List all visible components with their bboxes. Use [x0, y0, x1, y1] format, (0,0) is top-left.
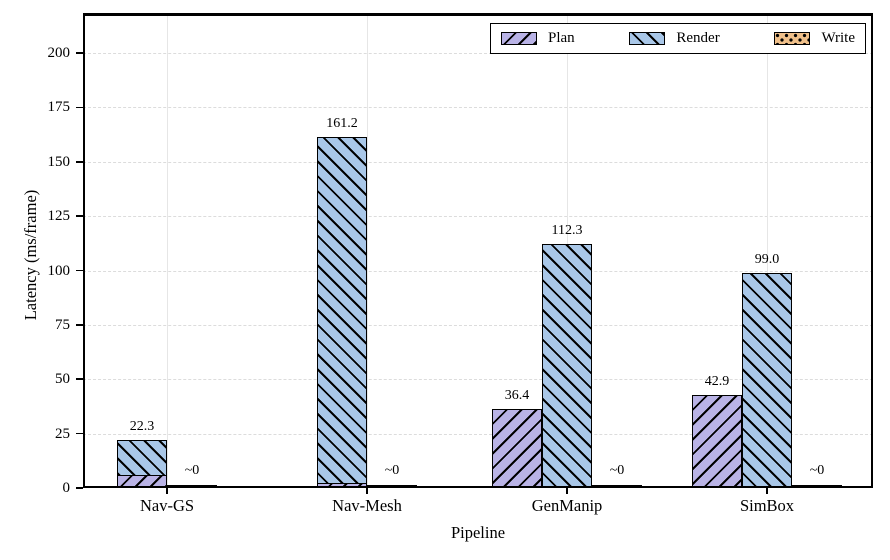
legend-item-render: Render: [629, 30, 720, 47]
y-tick-mark: [76, 52, 83, 54]
write-bar-genmanip: [592, 485, 642, 488]
plan-bar-nav-mesh: [317, 483, 367, 488]
y-tick-mark: [76, 160, 83, 163]
plan-bar-nav-gs: [117, 474, 167, 488]
y-tick-mark: [76, 378, 83, 381]
gridline-horizontal: [83, 433, 873, 435]
render-bar-simbox: [742, 272, 792, 488]
gridline-vertical: [766, 13, 768, 488]
y-tick-mark: [76, 215, 83, 217]
y-tick-mark: [76, 106, 83, 109]
write-value-label: ~0: [384, 463, 400, 478]
gridline-horizontal: [83, 53, 873, 55]
plan-bar-simbox: [692, 394, 742, 488]
y-tick-mark: [76, 487, 83, 489]
legend-item-write: Write: [774, 30, 855, 47]
x-tick-label-nav-gs: Nav-GS: [139, 496, 195, 515]
render-value-label: 112.3: [551, 222, 583, 238]
legend-label-write: Write: [821, 30, 855, 46]
x-tick-label-simbox: SimBox: [739, 496, 795, 515]
gridline-horizontal: [83, 107, 873, 109]
write-value-label: ~0: [609, 463, 625, 478]
write-value-label: ~0: [184, 463, 200, 478]
write-bar-simbox: [792, 485, 842, 488]
gridline-vertical: [366, 13, 368, 488]
render-bar-genmanip: [542, 243, 592, 488]
render-value-label: 99.0: [754, 251, 780, 267]
plot-area: 22.3 ~0 161.2 ~0 36.4 112.3 ~0 42.9 99.0 ~0: [83, 13, 873, 488]
y-tick-label: 125: [47, 208, 71, 225]
y-tick-label: 150: [47, 153, 71, 170]
y-tick-mark: [76, 432, 83, 435]
plan-value-label: 36.4: [504, 387, 530, 403]
x-tick-mark: [366, 488, 368, 494]
x-tick-label-nav-mesh: Nav-Mesh: [332, 496, 402, 515]
y-tick-label: 0: [62, 480, 71, 496]
y-tick-mark: [76, 269, 83, 272]
gridline-vertical: [166, 13, 168, 488]
plan-value-label: 42.9: [704, 373, 730, 389]
y-tick-mark: [76, 324, 83, 326]
gridline-horizontal: [83, 216, 873, 218]
render-value-label: 22.3: [129, 418, 155, 434]
render-swatch-icon: [629, 32, 666, 45]
legend-item-plan: Plan: [501, 30, 575, 47]
gridline-horizontal: [83, 324, 873, 326]
gridline-horizontal: [83, 379, 873, 381]
y-tick-label: 25: [55, 425, 70, 442]
y-tick-label: 75: [55, 316, 70, 333]
y-tick-label: 100: [47, 262, 71, 279]
gridline-horizontal: [83, 270, 873, 272]
plan-bar-genmanip: [492, 408, 542, 488]
y-tick-label: 50: [55, 371, 70, 388]
plan-swatch-icon: [501, 32, 537, 45]
legend-label-plan: Plan: [548, 30, 575, 46]
x-tick-mark: [566, 488, 568, 494]
y-tick-label: 175: [47, 99, 71, 116]
x-tick-mark: [766, 488, 768, 494]
legend-label-render: Render: [676, 30, 720, 46]
write-bar-nav-gs: [167, 485, 217, 488]
x-tick-label-genmanip: GenManip: [531, 496, 603, 515]
x-axis-label: Pipeline: [450, 523, 506, 542]
y-tick-label: 200: [47, 45, 71, 62]
gridline-horizontal: [83, 161, 873, 163]
write-value-label: ~0: [809, 463, 825, 478]
render-value-label: 161.2: [326, 116, 358, 132]
x-tick-mark: [166, 488, 168, 494]
write-bar-nav-mesh: [367, 485, 417, 488]
legend: Plan Render Write: [490, 23, 866, 54]
write-swatch-icon: [774, 32, 811, 45]
render-bar-nav-mesh: [317, 137, 367, 488]
